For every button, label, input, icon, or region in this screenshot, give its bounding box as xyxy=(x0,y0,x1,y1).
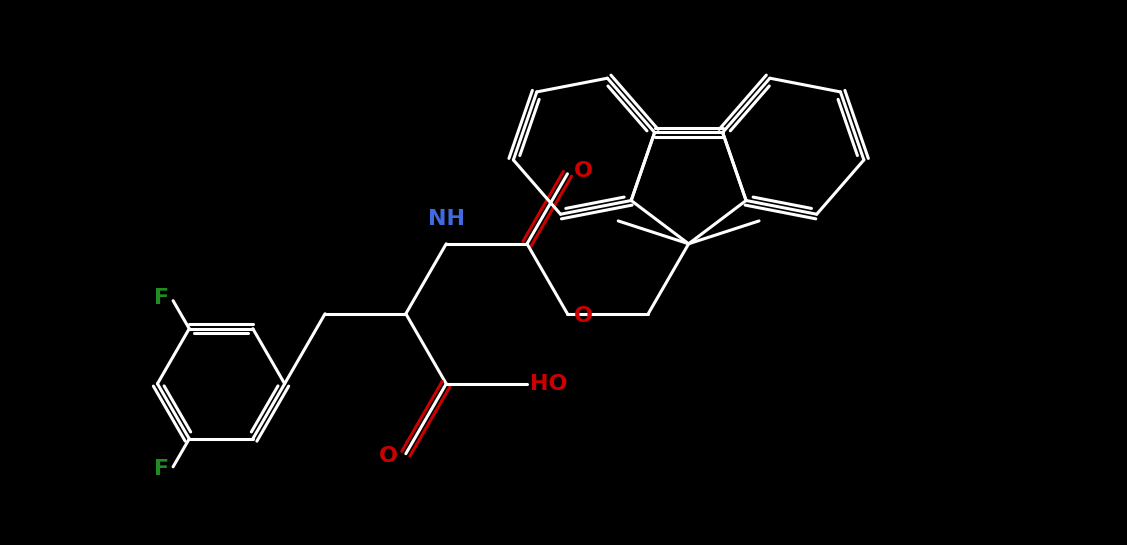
Text: O: O xyxy=(379,446,398,467)
Text: F: F xyxy=(153,459,169,480)
Text: NH: NH xyxy=(428,209,464,229)
Text: O: O xyxy=(574,306,593,326)
Text: HO: HO xyxy=(530,374,567,393)
Text: O: O xyxy=(574,161,593,181)
Text: F: F xyxy=(153,288,169,308)
